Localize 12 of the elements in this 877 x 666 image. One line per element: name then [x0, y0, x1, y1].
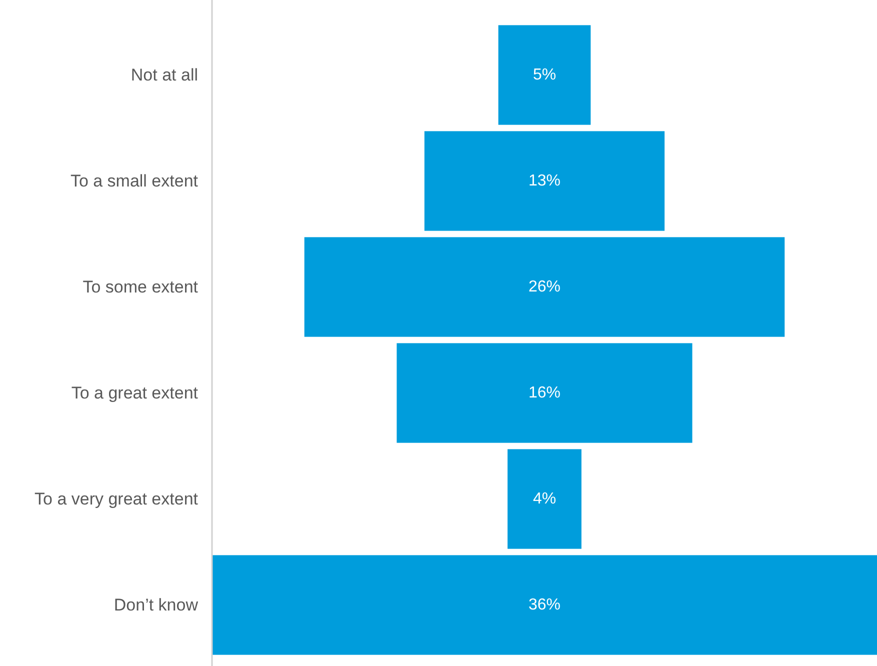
category-label: To a great extent	[71, 383, 198, 402]
category-label: Not at all	[130, 65, 198, 84]
data-label: 13%	[528, 172, 561, 190]
data-label: 16%	[528, 384, 561, 402]
category-label: To a very great extent	[34, 489, 198, 508]
category-label: To some extent	[82, 277, 198, 296]
data-label: 26%	[528, 278, 561, 296]
category-label: Don’t know	[114, 595, 199, 614]
data-label: 36%	[528, 596, 561, 614]
category-label: To a small extent	[70, 171, 198, 190]
data-label: 5%	[532, 66, 556, 84]
data-label: 4%	[532, 490, 556, 508]
